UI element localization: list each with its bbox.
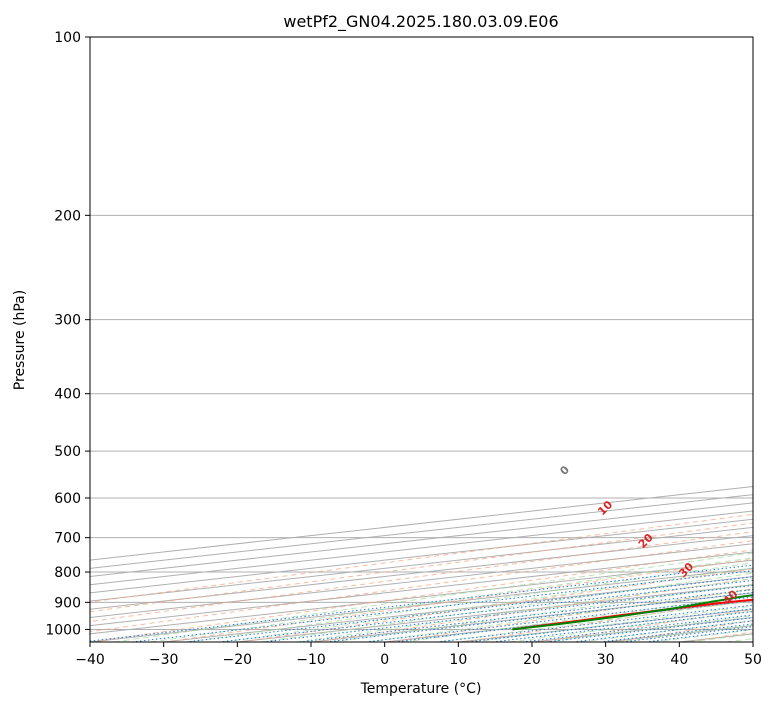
x-tick-label: 20 — [523, 652, 541, 668]
moist-adiabat-line — [367, 589, 753, 642]
moist-adiabat-line — [223, 567, 753, 642]
isotherm-line — [90, 510, 753, 586]
moist-adiabat-line — [113, 552, 753, 642]
x-tick-label: 0 — [380, 652, 389, 668]
isotherm-line — [90, 526, 753, 602]
x-axis: −40 −30 −20 −10 0 10 20 30 40 50 — [75, 642, 762, 668]
moist-adiabats — [113, 552, 753, 642]
isotherm-line — [90, 502, 753, 578]
y-tick-label: 800 — [54, 565, 81, 581]
x-tick-label: 10 — [449, 652, 467, 668]
dry-adiabat-line — [314, 578, 753, 642]
x-tick-label: −10 — [296, 652, 326, 668]
y-axis: 1000 900 800 700 600 500 400 300 200 100 — [45, 30, 90, 638]
mixing-ratio-line — [218, 579, 753, 642]
x-tick-label: 50 — [744, 652, 762, 668]
y-tick-label: 100 — [54, 30, 81, 46]
isotherms — [90, 485, 753, 642]
mixing-ratio-lines — [90, 564, 753, 642]
dry-adiabat-line — [90, 531, 753, 623]
x-tick-label: 40 — [670, 652, 688, 668]
chart-title: wetPf2_GN04.2025.180.03.09.E06 — [283, 12, 558, 32]
dry-adiabat-line — [90, 540, 753, 633]
moist-adiabat-line — [150, 557, 753, 642]
x-tick-label: −20 — [223, 652, 253, 668]
mixing-ratio-line — [299, 588, 753, 642]
isotherm-line — [90, 485, 753, 561]
isotherm-line — [90, 535, 753, 610]
y-tick-label: 900 — [54, 595, 81, 611]
y-tick-label: 500 — [54, 444, 81, 460]
y-tick-label: 600 — [54, 491, 81, 507]
y-tick-label: 300 — [54, 313, 81, 329]
isotherm-line — [90, 494, 753, 569]
y-tick-label: 1000 — [45, 622, 81, 638]
y-axis-title: Pressure (hPa) — [12, 290, 28, 390]
dry-adiabat-line — [90, 513, 753, 603]
x-tick-label: −30 — [149, 652, 179, 668]
y-tick-label: 400 — [54, 387, 81, 403]
plot-area: -100-90-80-70-60-50-40-30-20-100.10.20.4… — [90, 37, 753, 642]
y-tick-label: 200 — [54, 208, 81, 224]
isotherm-line — [90, 518, 753, 594]
mixing-ratio-line — [326, 592, 753, 642]
x-axis-title: Temperature (°C) — [360, 681, 482, 697]
moist-adiabat-line — [187, 562, 753, 642]
dry-adiabat-line — [165, 558, 753, 642]
moist-adiabat-line — [260, 572, 753, 642]
plot-frame — [89, 36, 754, 643]
x-tick-label: −40 — [75, 652, 105, 668]
mixing-ratio-line — [262, 584, 753, 642]
x-tick-label: 30 — [597, 652, 615, 668]
y-tick-label: 700 — [54, 531, 81, 547]
